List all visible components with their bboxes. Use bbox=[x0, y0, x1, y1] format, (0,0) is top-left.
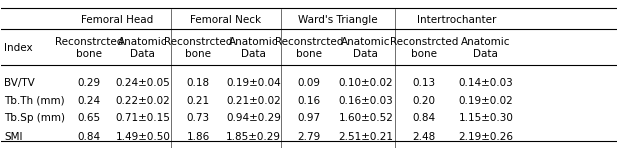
Text: Reconstrcted
bone: Reconstrcted bone bbox=[390, 37, 459, 59]
Text: 0.19±0.02: 0.19±0.02 bbox=[459, 96, 514, 106]
Text: 0.84: 0.84 bbox=[413, 113, 436, 123]
Text: 1.60±0.52: 1.60±0.52 bbox=[339, 113, 393, 123]
Text: Femoral Head: Femoral Head bbox=[80, 15, 153, 25]
Text: 0.22±0.02: 0.22±0.02 bbox=[116, 96, 171, 106]
Text: 2.51±0.21: 2.51±0.21 bbox=[339, 132, 394, 142]
Text: 1.86: 1.86 bbox=[187, 132, 210, 142]
Text: 0.29: 0.29 bbox=[77, 78, 101, 88]
Text: 0.18: 0.18 bbox=[187, 78, 210, 88]
Text: Anatomic
Data: Anatomic Data bbox=[118, 37, 167, 59]
Text: 0.24±0.05: 0.24±0.05 bbox=[116, 78, 171, 88]
Text: Index: Index bbox=[4, 43, 33, 53]
Text: 1.15±0.30: 1.15±0.30 bbox=[459, 113, 514, 123]
Text: 0.71±0.15: 0.71±0.15 bbox=[116, 113, 171, 123]
Text: 0.97: 0.97 bbox=[297, 113, 321, 123]
Text: 0.14±0.03: 0.14±0.03 bbox=[459, 78, 514, 88]
Text: Reconstrcted
bone: Reconstrcted bone bbox=[164, 37, 232, 59]
Text: Intertrochanter: Intertrochanter bbox=[417, 15, 496, 25]
Text: 2.79: 2.79 bbox=[297, 132, 321, 142]
Text: Tb.Sp (mm): Tb.Sp (mm) bbox=[4, 113, 66, 123]
Text: 0.16: 0.16 bbox=[297, 96, 321, 106]
Text: 0.19±0.04: 0.19±0.04 bbox=[226, 78, 281, 88]
Text: 0.73: 0.73 bbox=[187, 113, 210, 123]
Text: 0.65: 0.65 bbox=[77, 113, 101, 123]
Text: Reconstrcted
bone: Reconstrcted bone bbox=[55, 37, 123, 59]
Text: Tb.Th (mm): Tb.Th (mm) bbox=[4, 96, 65, 106]
Text: 0.10±0.02: 0.10±0.02 bbox=[339, 78, 393, 88]
Text: 0.84: 0.84 bbox=[77, 132, 101, 142]
Text: 0.20: 0.20 bbox=[413, 96, 436, 106]
Text: 0.94±0.29: 0.94±0.29 bbox=[226, 113, 281, 123]
Text: Anatomic
Data: Anatomic Data bbox=[229, 37, 278, 59]
Text: 0.16±0.03: 0.16±0.03 bbox=[339, 96, 393, 106]
Text: SMI: SMI bbox=[4, 132, 23, 142]
Text: 0.13: 0.13 bbox=[413, 78, 436, 88]
Text: 2.48: 2.48 bbox=[413, 132, 436, 142]
Text: 1.85±0.29: 1.85±0.29 bbox=[226, 132, 281, 142]
Text: Reconstrcted
bone: Reconstrcted bone bbox=[275, 37, 343, 59]
Text: 1.49±0.50: 1.49±0.50 bbox=[116, 132, 171, 142]
Text: 0.21±0.02: 0.21±0.02 bbox=[226, 96, 281, 106]
Text: Ward's Triangle: Ward's Triangle bbox=[298, 15, 378, 25]
Text: 0.21: 0.21 bbox=[187, 96, 210, 106]
Text: Femoral Neck: Femoral Neck bbox=[190, 15, 261, 25]
Text: BV/TV: BV/TV bbox=[4, 78, 35, 88]
Text: 0.09: 0.09 bbox=[297, 78, 321, 88]
Text: Anatomic
Data: Anatomic Data bbox=[461, 37, 510, 59]
Text: Anatomic
Data: Anatomic Data bbox=[341, 37, 391, 59]
Text: 0.24: 0.24 bbox=[77, 96, 101, 106]
Text: 2.19±0.26: 2.19±0.26 bbox=[459, 132, 514, 142]
